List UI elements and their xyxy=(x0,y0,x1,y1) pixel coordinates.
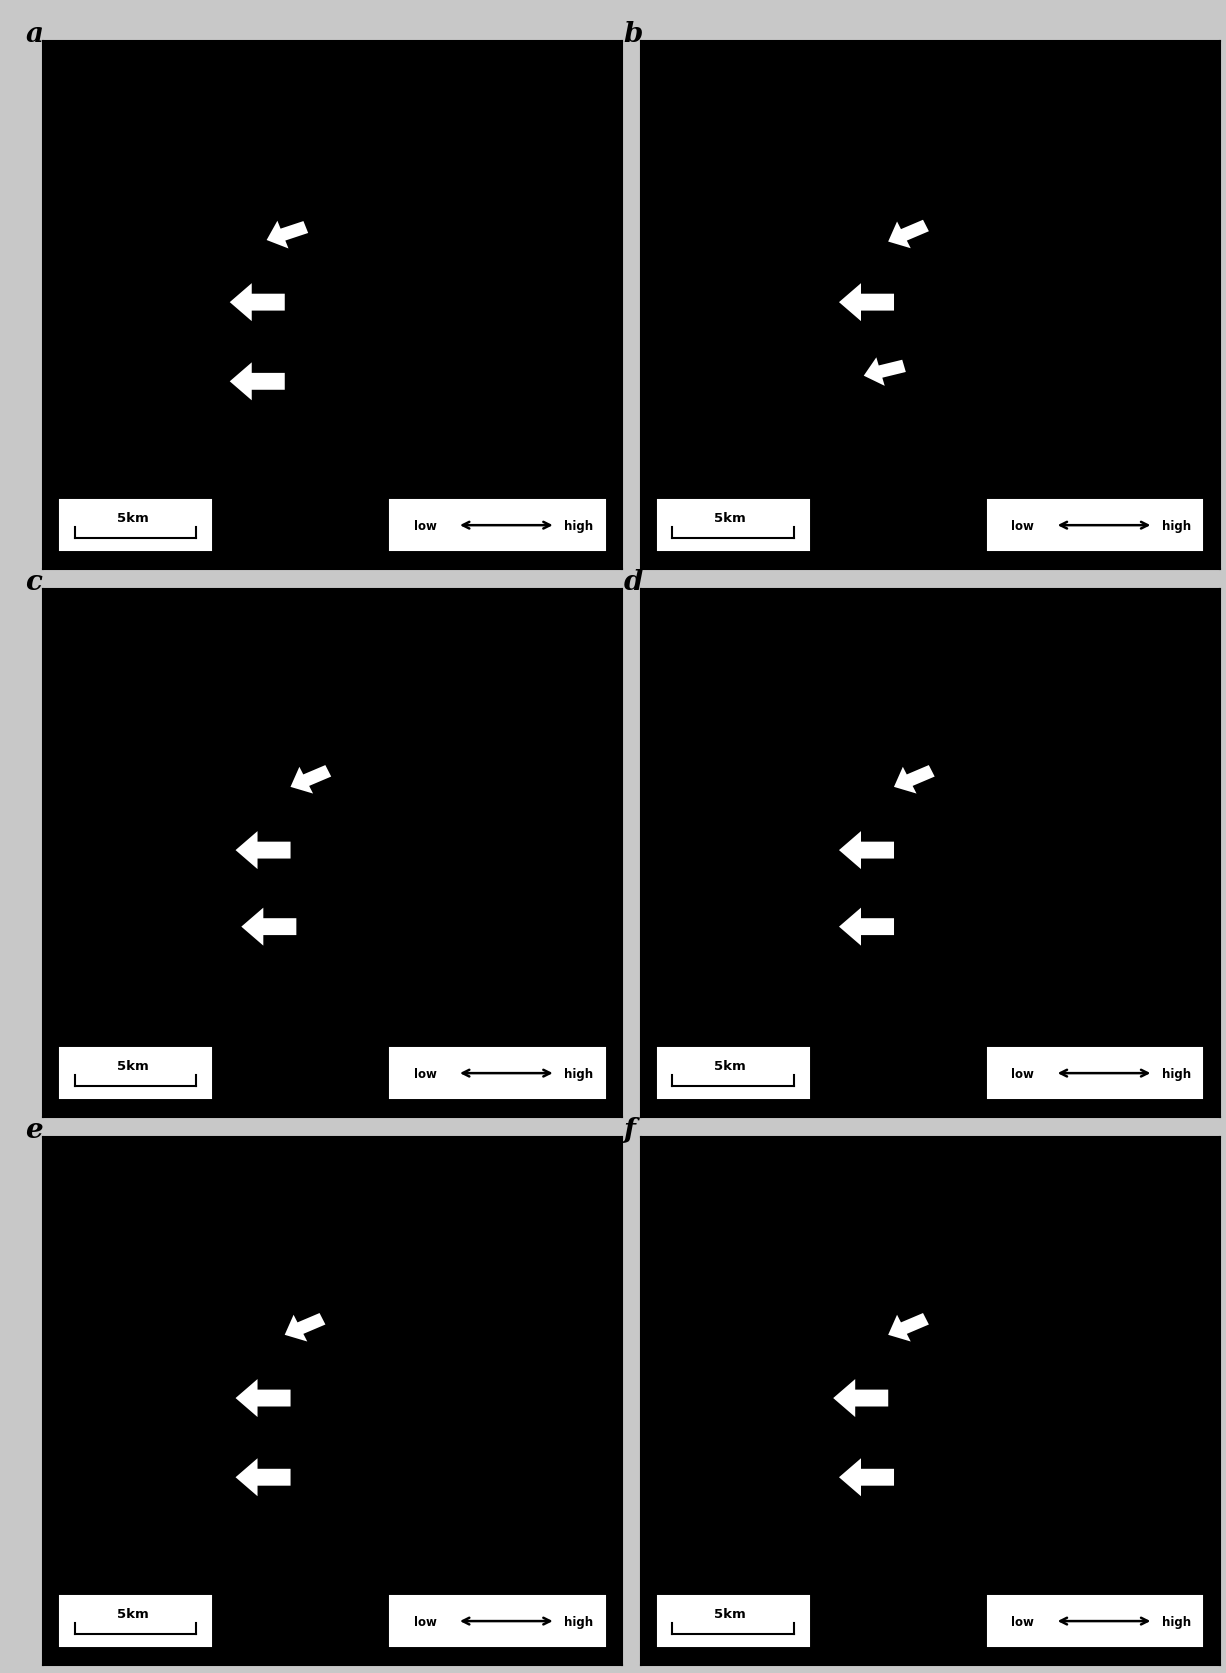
Polygon shape xyxy=(888,1313,929,1342)
Polygon shape xyxy=(834,1379,888,1417)
Polygon shape xyxy=(839,1459,894,1496)
Polygon shape xyxy=(888,221,929,249)
Polygon shape xyxy=(894,766,934,795)
Text: e: e xyxy=(26,1116,43,1143)
FancyBboxPatch shape xyxy=(390,1596,604,1646)
Text: high: high xyxy=(1162,1614,1190,1628)
Text: 5km: 5km xyxy=(715,1059,747,1072)
Polygon shape xyxy=(235,1459,291,1496)
Text: 5km: 5km xyxy=(715,512,747,524)
Polygon shape xyxy=(864,358,906,386)
Text: 5km: 5km xyxy=(116,512,148,524)
Polygon shape xyxy=(242,908,297,945)
FancyBboxPatch shape xyxy=(60,1049,211,1099)
Polygon shape xyxy=(235,1379,291,1417)
Polygon shape xyxy=(291,766,331,795)
Polygon shape xyxy=(229,284,284,321)
Polygon shape xyxy=(235,831,291,870)
Text: high: high xyxy=(1162,519,1190,532)
Text: d: d xyxy=(623,569,642,596)
FancyBboxPatch shape xyxy=(988,1049,1203,1099)
Polygon shape xyxy=(839,831,894,870)
Polygon shape xyxy=(229,363,284,402)
Text: b: b xyxy=(623,20,642,49)
Text: low: low xyxy=(413,519,436,532)
Polygon shape xyxy=(839,908,894,945)
Text: c: c xyxy=(26,569,43,596)
Text: high: high xyxy=(564,1614,593,1628)
Text: a: a xyxy=(26,20,44,49)
FancyBboxPatch shape xyxy=(988,500,1203,550)
Text: low: low xyxy=(413,1067,436,1081)
Text: low: low xyxy=(1011,519,1035,532)
FancyBboxPatch shape xyxy=(988,1596,1203,1646)
Text: high: high xyxy=(564,1067,593,1081)
Polygon shape xyxy=(839,284,894,321)
Text: low: low xyxy=(1011,1614,1035,1628)
Text: high: high xyxy=(564,519,593,532)
Text: high: high xyxy=(1162,1067,1190,1081)
FancyBboxPatch shape xyxy=(60,500,211,550)
Text: f: f xyxy=(623,1116,635,1143)
FancyBboxPatch shape xyxy=(390,500,604,550)
FancyBboxPatch shape xyxy=(658,1596,809,1646)
Text: 5km: 5km xyxy=(116,1059,148,1072)
Polygon shape xyxy=(284,1313,325,1342)
FancyBboxPatch shape xyxy=(60,1596,211,1646)
FancyBboxPatch shape xyxy=(390,1049,604,1099)
Text: low: low xyxy=(413,1614,436,1628)
FancyBboxPatch shape xyxy=(658,1049,809,1099)
FancyBboxPatch shape xyxy=(658,500,809,550)
Text: 5km: 5km xyxy=(715,1606,747,1619)
Text: low: low xyxy=(1011,1067,1035,1081)
Text: 5km: 5km xyxy=(116,1606,148,1619)
Polygon shape xyxy=(266,221,308,249)
